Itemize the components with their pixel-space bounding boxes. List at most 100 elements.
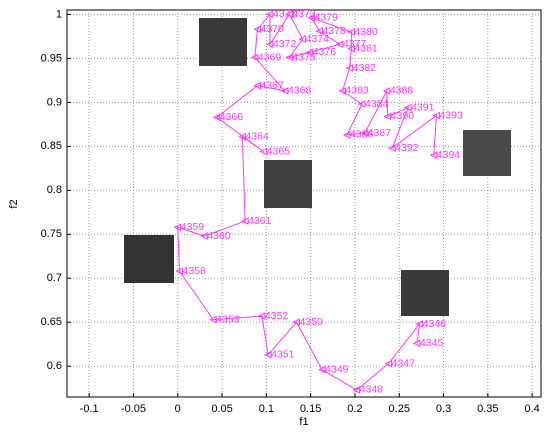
point-marker [347, 44, 355, 53]
point-marker [263, 350, 272, 359]
point-marker [240, 217, 249, 225]
point-label: 4372 [273, 38, 297, 50]
point-marker [345, 64, 354, 72]
point-label: 4371 [273, 8, 297, 20]
y-tick-label: 0.7 [47, 272, 62, 284]
point-label: 4352 [265, 310, 289, 322]
point-marker [259, 147, 268, 156]
point-marker [352, 386, 361, 394]
point-label: 4392 [395, 142, 419, 154]
y-tick-label: 0.9 [47, 96, 62, 108]
point-marker [200, 232, 208, 240]
x-tick-label: 0.2 [347, 403, 362, 415]
point-label: 4345 [420, 337, 444, 349]
point-label: 4366 [220, 111, 244, 123]
point-label: 4369 [258, 51, 282, 63]
point-label: 4379 [315, 12, 339, 24]
point-marker [265, 40, 274, 49]
point-label: 4378 [323, 25, 347, 37]
point-marker [403, 103, 412, 112]
point-label: 4368 [288, 85, 312, 97]
point-label: 4373 [292, 8, 316, 20]
x-tick-label: -0.1 [80, 403, 99, 415]
y-tick-label: 1 [56, 8, 62, 20]
point-label: 4360 [207, 230, 231, 242]
face-image [124, 235, 174, 283]
x-tick-label: 0.1 [259, 403, 274, 415]
face-image [264, 160, 312, 208]
point-marker [285, 10, 293, 19]
point-label: 4364 [245, 130, 269, 142]
x-tick-label: 0 [175, 403, 181, 415]
point-label: 4376 [313, 46, 337, 58]
point-marker [384, 359, 393, 368]
point-label: 4391 [411, 101, 435, 113]
x-axis-label: f1 [299, 416, 308, 428]
point-label: 4365 [267, 145, 291, 157]
y-tick-label: 0.8 [47, 184, 62, 196]
point-marker [209, 315, 217, 324]
point-marker [238, 132, 246, 141]
y-axis-label: f2 [8, 199, 20, 208]
point-marker [347, 28, 355, 36]
face-image [463, 130, 511, 176]
point-marker [173, 223, 182, 232]
x-tick-label: 0.35 [477, 403, 498, 415]
point-marker [307, 14, 316, 22]
point-label: 4359 [181, 221, 205, 233]
point-marker [175, 267, 184, 276]
y-tick-label: 0.95 [41, 52, 62, 64]
point-marker [382, 87, 391, 95]
point-marker [429, 151, 438, 159]
point-marker [253, 81, 261, 90]
point-marker [388, 144, 396, 152]
x-tick-label: 0.15 [300, 403, 321, 415]
point-marker [318, 365, 326, 374]
point-marker [342, 131, 351, 139]
point-label: 4351 [271, 349, 295, 361]
point-marker [292, 318, 300, 327]
point-label: 4394 [437, 149, 461, 161]
point-marker [253, 25, 261, 34]
point-marker [265, 10, 274, 19]
point-marker [432, 111, 440, 120]
x-tick-label: 0.4 [524, 403, 539, 415]
point-label: 4382 [353, 62, 377, 74]
point-marker [212, 113, 221, 122]
point-marker [315, 27, 324, 35]
point-label: 4346 [423, 318, 447, 330]
point-label: 4347 [392, 357, 416, 369]
point-marker [360, 129, 369, 137]
point-marker [357, 100, 366, 108]
point-label: 4387 [368, 127, 392, 139]
point-label: 4361 [248, 215, 272, 227]
point-label: 4370 [260, 23, 284, 35]
face-image [199, 18, 247, 66]
point-label: 4353 [216, 313, 240, 325]
point-label: 4349 [325, 364, 349, 376]
point-label: 4350 [299, 316, 323, 328]
point-label: 4348 [360, 384, 384, 396]
y-tick-label: 0.85 [41, 140, 62, 152]
face-image [401, 270, 449, 316]
point-label: 4390 [391, 110, 415, 122]
x-tick-label: 0.25 [389, 403, 410, 415]
point-label: 4388 [390, 85, 414, 97]
point-label: 4358 [183, 265, 207, 277]
point-label: 4367 [260, 79, 284, 91]
point-marker [412, 339, 421, 348]
point-marker [280, 87, 289, 95]
point-marker [338, 87, 347, 95]
point-label: 4380 [354, 26, 378, 38]
x-tick-label: -0.05 [121, 403, 146, 415]
point-label: 4393 [439, 109, 463, 121]
point-marker [383, 112, 392, 121]
point-marker [298, 35, 307, 43]
point-marker [305, 48, 314, 57]
point-marker [335, 40, 344, 49]
point-marker [415, 320, 424, 328]
point-label: 4377 [343, 38, 367, 50]
point-marker [257, 312, 266, 320]
point-label: 4383 [346, 85, 370, 97]
